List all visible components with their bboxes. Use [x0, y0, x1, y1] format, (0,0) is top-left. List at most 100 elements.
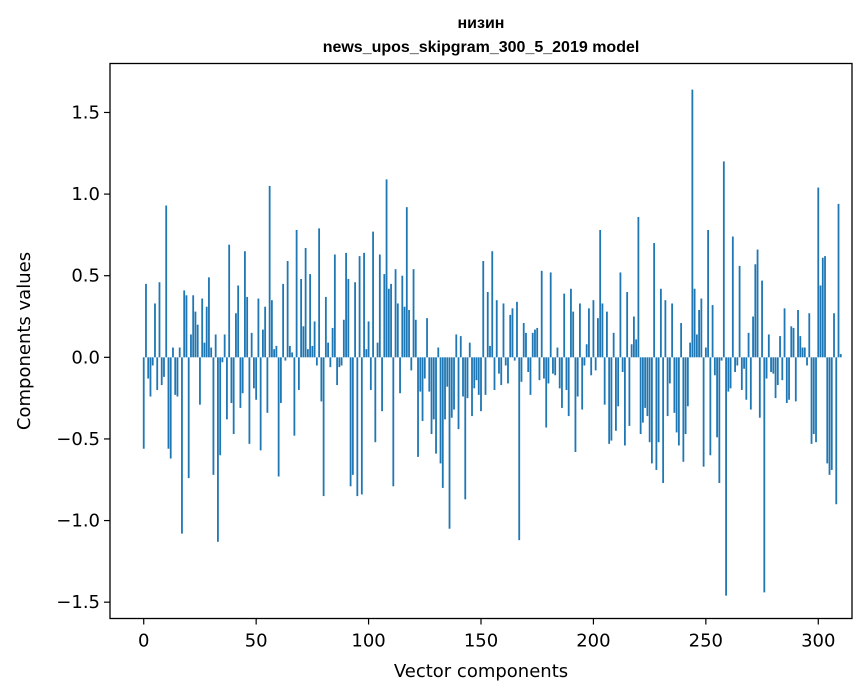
bar-6: [156, 357, 159, 390]
bar-304: [826, 357, 829, 464]
bar-26: [201, 298, 204, 358]
bar-259: [725, 357, 727, 596]
bar-217: [630, 344, 633, 358]
bar-34: [219, 357, 222, 456]
bar-159: [500, 357, 503, 386]
bar-77: [315, 357, 318, 366]
bar-69: [297, 357, 300, 390]
bar-183: [554, 357, 557, 376]
bar-105: [378, 254, 381, 358]
bar-278: [767, 334, 770, 358]
bar-52: [259, 357, 262, 451]
bar-254: [713, 357, 716, 376]
bar-89: [342, 319, 345, 358]
bar-40: [232, 357, 235, 435]
bar-70: [300, 278, 303, 358]
bar-60: [277, 357, 280, 477]
bar-255: [716, 357, 718, 438]
bar-131: [437, 347, 440, 358]
bar-150: [480, 357, 482, 412]
bar-97: [360, 357, 363, 495]
bar-148: [475, 357, 478, 381]
bar-245: [693, 288, 696, 358]
bar-152: [484, 357, 487, 395]
bar-82: [327, 342, 329, 358]
bar-101: [369, 357, 372, 390]
bar-276: [763, 357, 766, 593]
bar-275: [761, 280, 763, 358]
bar-139: [455, 334, 458, 358]
y-tick-label: 1.0: [71, 184, 100, 205]
bar-49: [253, 357, 255, 389]
bar-211: [617, 357, 620, 407]
bar-235: [671, 303, 674, 358]
bar-209: [612, 332, 615, 358]
bar-109: [387, 288, 390, 358]
bar-298: [812, 357, 815, 435]
bar-297: [810, 357, 813, 444]
bar-128: [430, 357, 433, 435]
bar-17: [181, 357, 183, 534]
bar-87: [338, 357, 341, 368]
bar-281: [774, 357, 777, 399]
bar-113: [396, 303, 399, 358]
x-axis-ticks: 0 50 100 150 200 250 300: [138, 618, 835, 652]
bar-238: [677, 357, 680, 446]
bar-169: [522, 323, 525, 358]
bar-199: [590, 357, 593, 376]
bar-171: [527, 357, 530, 373]
bar-25: [199, 357, 201, 405]
bar-267: [743, 357, 745, 369]
bar-280: [772, 357, 775, 374]
bar-72: [304, 247, 307, 358]
bar-145: [468, 342, 471, 358]
bar-214: [624, 357, 626, 446]
bar-154: [489, 345, 491, 358]
bar-18: [183, 290, 186, 358]
bar-204: [601, 303, 604, 358]
bar-142: [462, 357, 464, 397]
bar-41: [235, 313, 237, 358]
x-tick-label: 100: [351, 631, 385, 652]
bar-2: [147, 357, 150, 379]
bar-115: [401, 275, 404, 358]
bar-30: [210, 347, 213, 358]
bar-151: [482, 261, 485, 358]
bar-147: [473, 357, 476, 389]
bar-299: [815, 357, 817, 443]
bar-10: [165, 205, 168, 358]
bar-132: [439, 357, 442, 464]
y-tick-label: −1.5: [56, 592, 100, 613]
bar-265: [738, 265, 741, 358]
bar-67: [293, 357, 296, 436]
bar-51: [257, 298, 260, 358]
bar-240: [682, 357, 685, 462]
bar-series: [142, 89, 842, 596]
bar-200: [592, 300, 595, 358]
bar-284: [781, 357, 784, 381]
bar-182: [552, 357, 554, 374]
bar-262: [731, 236, 734, 358]
bar-39: [230, 357, 233, 404]
bar-149: [477, 357, 480, 395]
x-tick-label: 300: [801, 631, 835, 652]
bar-290: [794, 357, 797, 402]
bar-282: [776, 357, 779, 386]
bar-85: [333, 254, 336, 358]
bar-81: [324, 296, 327, 358]
bar-264: [736, 357, 739, 366]
bar-258: [722, 161, 725, 358]
bar-195: [581, 357, 584, 410]
bar-228: [655, 357, 658, 470]
bar-242: [686, 357, 689, 407]
bar-271: [752, 316, 754, 358]
bar-308: [835, 357, 838, 505]
bar-181: [549, 272, 552, 358]
bar-100: [367, 321, 370, 358]
bar-63: [284, 357, 287, 361]
bar-90: [345, 252, 347, 358]
bar-28: [205, 306, 208, 358]
bar-11: [167, 357, 170, 449]
bar-129: [432, 357, 435, 420]
